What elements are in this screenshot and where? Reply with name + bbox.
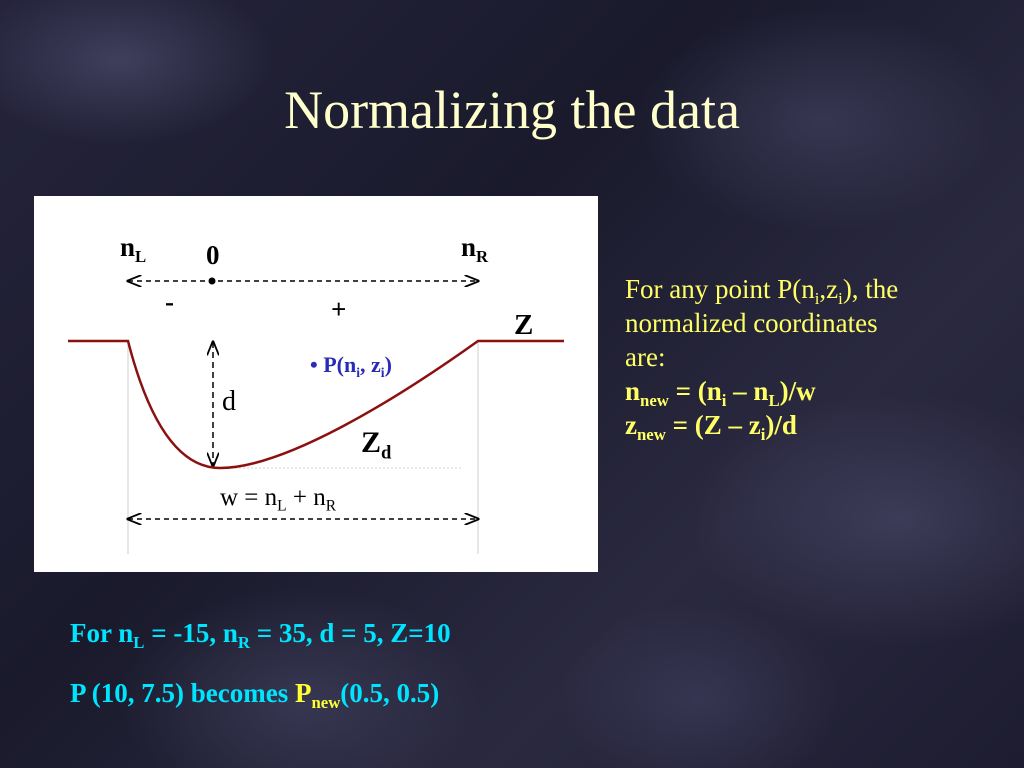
origin-dot (208, 277, 216, 285)
formula-n-new: nnew = (ni – nL)/w (625, 376, 816, 410)
explanation-line-2: normalized coordinates (625, 308, 878, 338)
label-width-formula: w = nL + nR (220, 484, 337, 515)
explanation-line-1: For any point P(ni,zi), the (625, 274, 899, 308)
channel-profile-curve (68, 339, 564, 470)
channel-diagram (68, 196, 564, 554)
label-nR: nR (461, 232, 489, 266)
label-d: d (222, 386, 236, 417)
label-nL: nL (120, 232, 147, 266)
normalization-explanation: For any point P(ni,zi), the normalized c… (625, 272, 1005, 444)
label-Z: Z (514, 309, 534, 341)
label-minus: - (165, 287, 174, 317)
label-plus: + (331, 294, 347, 324)
label-Zd: Zd (361, 426, 392, 464)
formula-z-new: znew = (Z – zi)/d (625, 410, 797, 444)
diagram-panel: nL 0 nR - + Z d Zd • P(ni, zi) w = nL + … (34, 196, 598, 572)
p-new-symbol: Pnew (294, 678, 341, 712)
example-result: P (10, 7.5) becomes Pnew(0.5, 0.5) (70, 678, 440, 712)
explanation-line-3: are: (625, 342, 666, 372)
slide-title: Normalizing the data (284, 80, 740, 140)
point-label: • P(ni, zi) (310, 352, 392, 380)
label-zero: 0 (206, 240, 220, 270)
example-parameters: For nL = -15, nR = 35, d = 5, Z=10 (70, 618, 451, 652)
